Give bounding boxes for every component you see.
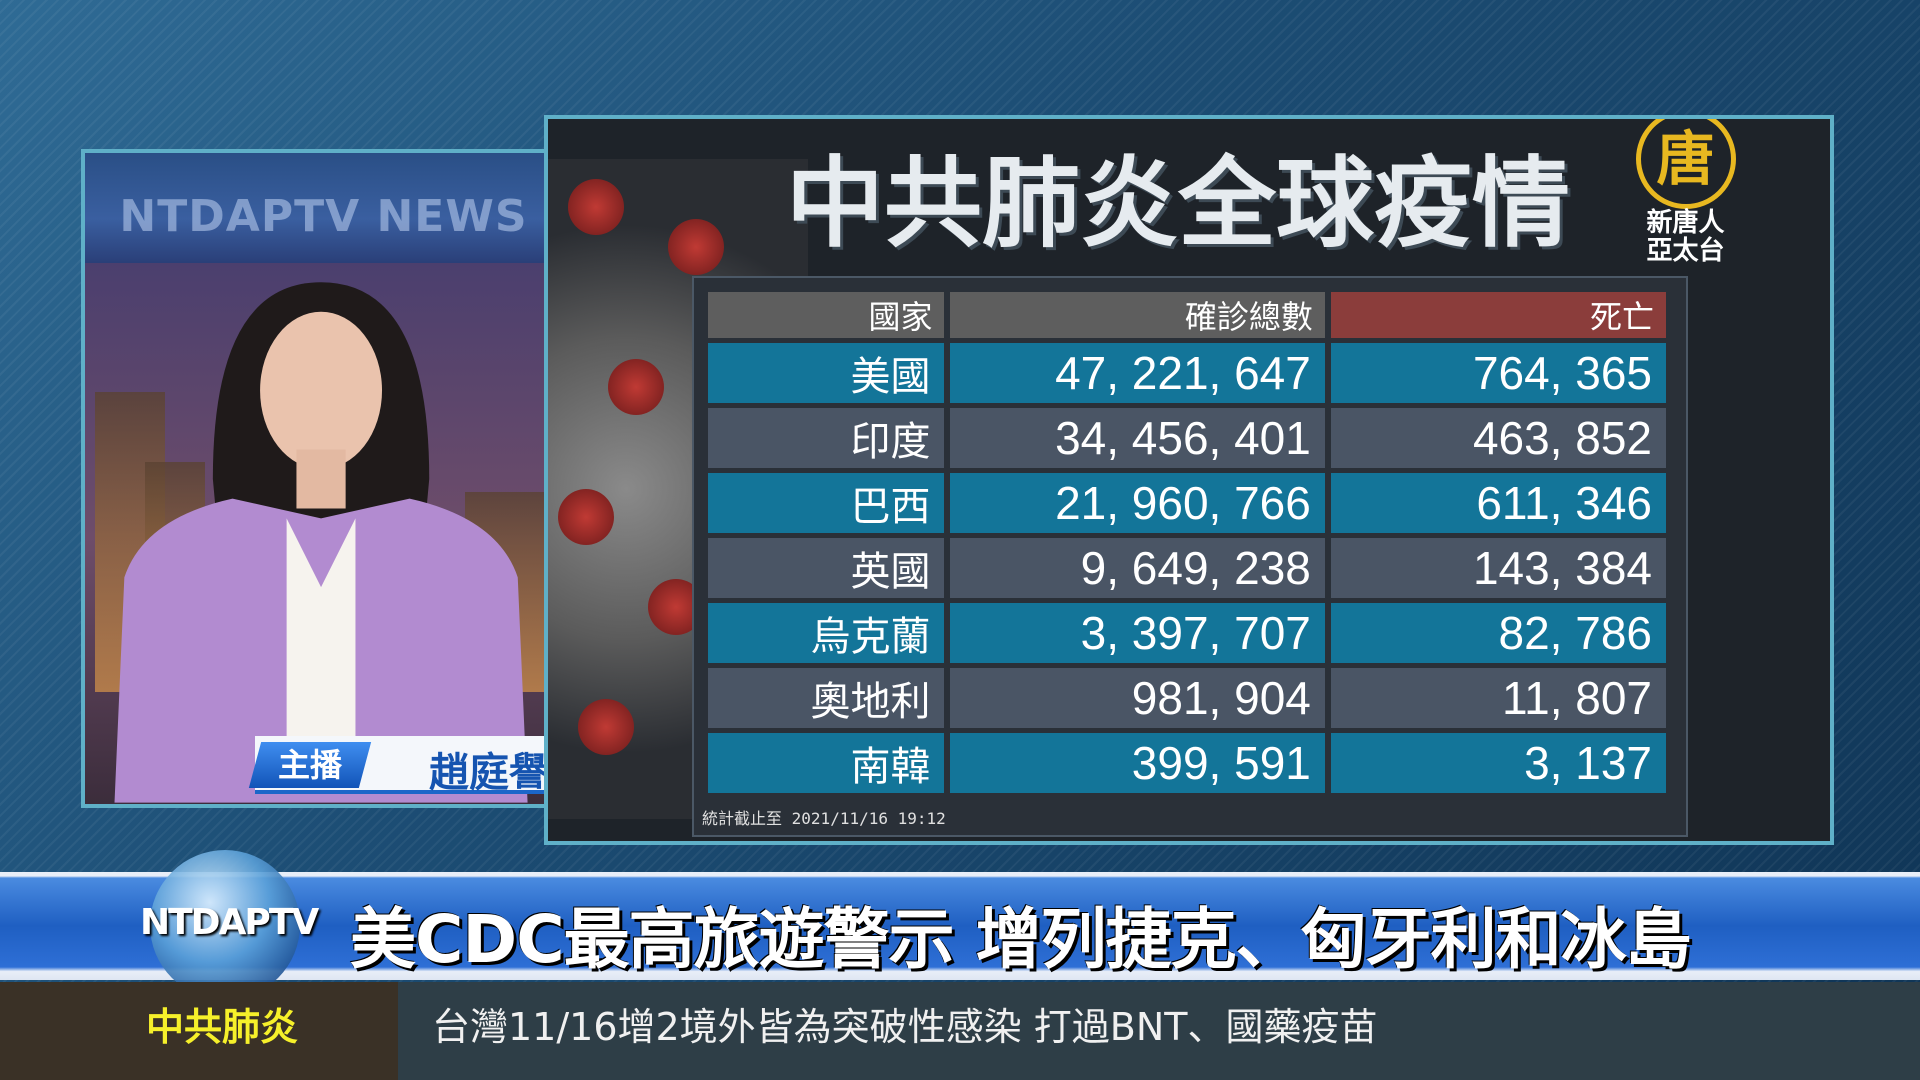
stats-graphic: 中共肺炎全球疫情 唐 新唐人 亞太台 國家 確診總數 死亡 美國 47, 221,… xyxy=(544,115,1834,845)
anchor-person xyxy=(114,282,528,803)
table-row: 巴西 21, 960, 766 611, 346 xyxy=(708,473,1666,533)
deaths-cell: 143, 384 xyxy=(1330,538,1666,598)
globe-icon xyxy=(150,850,300,1000)
table-row: 英國 9, 649, 238 143, 384 xyxy=(708,538,1666,598)
confirmed-cell: 399, 591 xyxy=(950,733,1325,793)
country-cell: 烏克蘭 xyxy=(708,603,945,663)
studio-logo: NTDAPTV NEWS xyxy=(119,191,528,242)
stats-table: 國家 確診總數 死亡 美國 47, 221, 647 764, 365 印度 34, … xyxy=(702,287,1672,798)
table-row: 奧地利 981, 904 11, 807 xyxy=(708,668,1666,728)
deaths-cell: 11, 807 xyxy=(1330,668,1666,728)
country-cell: 南韓 xyxy=(708,733,945,793)
confirmed-cell: 47, 221, 647 xyxy=(950,343,1325,403)
stats-table-container: 國家 確診總數 死亡 美國 47, 221, 647 764, 365 印度 34, … xyxy=(692,276,1688,837)
deaths-cell: 3, 137 xyxy=(1330,733,1666,793)
header-deaths: 死亡 xyxy=(1330,292,1666,338)
studio-banner: NTDAPTV NEWS xyxy=(85,153,562,263)
header-country: 國家 xyxy=(708,292,945,338)
table-header-row: 國家 確診總數 死亡 xyxy=(708,292,1666,338)
ntd-logo: 唐 新唐人 亞太台 xyxy=(1623,119,1748,265)
graphic-title: 中共肺炎全球疫情 xyxy=(785,147,1570,261)
anchor-video: NTDAPTV NEWS 主播 趙庭譽 xyxy=(81,149,566,808)
deaths-cell: 764, 365 xyxy=(1330,343,1666,403)
country-cell: 巴西 xyxy=(708,473,945,533)
role-tag: 主播 xyxy=(248,742,372,788)
table-row: 烏克蘭 3, 397, 707 82, 786 xyxy=(708,603,1666,663)
confirmed-cell: 981, 904 xyxy=(950,668,1325,728)
ticker-text: 台灣11/16增2境外皆為突破性感染 打過BNT、國藥疫苗 xyxy=(432,1005,1378,1049)
country-cell: 奧地利 xyxy=(708,668,945,728)
table-row: 南韓 399, 591 3, 137 xyxy=(708,733,1666,793)
header-confirmed: 確診總數 xyxy=(950,292,1325,338)
anchor-name-bar: 主播 趙庭譽 xyxy=(248,736,562,796)
confirmed-cell: 3, 397, 707 xyxy=(950,603,1325,663)
table-row: 印度 34, 456, 401 463, 852 xyxy=(708,408,1666,468)
as-of-note: 統計截止至 2021/11/16 19:12 xyxy=(702,809,946,828)
headline-text: 美CDC最高旅遊警示 增列捷克、匈牙利和冰島 xyxy=(350,901,1692,978)
deaths-cell: 463, 852 xyxy=(1330,408,1666,468)
confirmed-cell: 34, 456, 401 xyxy=(950,408,1325,468)
confirmed-cell: 21, 960, 766 xyxy=(950,473,1325,533)
country-cell: 英國 xyxy=(708,538,945,598)
logo-emblem-icon: 唐 xyxy=(1635,119,1736,209)
ticker-label: 中共肺炎 xyxy=(0,982,398,1080)
confirmed-cell: 9, 649, 238 xyxy=(950,538,1325,598)
country-cell: 美國 xyxy=(708,343,945,403)
table-row: 美國 47, 221, 647 764, 365 xyxy=(708,343,1666,403)
country-cell: 印度 xyxy=(708,408,945,468)
anchor-name: 趙庭譽 xyxy=(429,750,549,796)
deaths-cell: 611, 346 xyxy=(1330,473,1666,533)
headline-bar: NTDAPTV 美CDC最高旅遊警示 增列捷克、匈牙利和冰島 xyxy=(0,850,1920,1000)
channel-logo: NTDAPTV xyxy=(140,902,319,943)
news-ticker: 中共肺炎 台灣11/16增2境外皆為突破性感染 打過BNT、國藥疫苗 xyxy=(0,982,1920,1080)
deaths-cell: 82, 786 xyxy=(1330,603,1666,663)
